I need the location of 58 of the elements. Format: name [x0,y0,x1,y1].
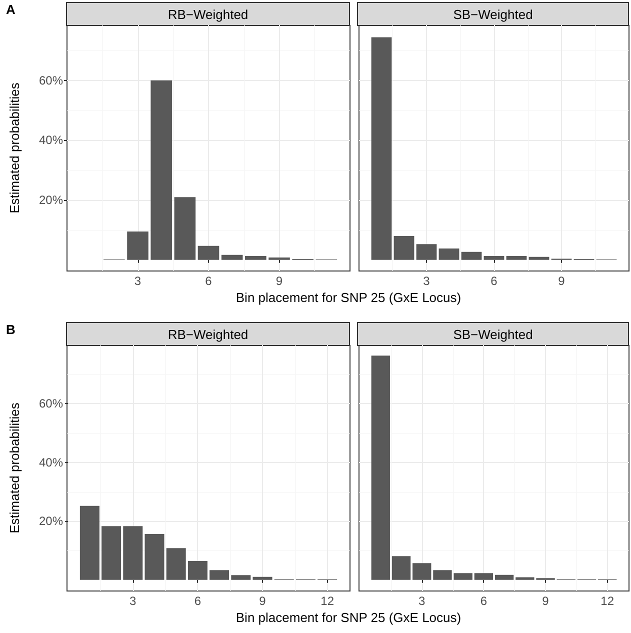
chart-title: SB−Weighted [452,327,534,342]
bar [188,561,208,580]
bar [371,356,390,580]
x-tick-label: 3 [134,274,142,288]
x-tick-label: 9 [558,274,566,288]
y-tick-label: 60% [38,396,64,411]
x-tick-label: 3 [418,594,426,608]
bar [221,254,243,260]
y-tick-label: 40% [38,455,64,470]
bar [412,563,432,580]
text: A [6,2,16,17]
bar [252,576,272,580]
x-axis-title: Bin placement for SNP 25 (GxE Locus) [234,290,462,305]
x-tick-label: 6 [490,274,498,288]
y-axis-title: Estimated probabilities [7,402,22,534]
bar [474,573,494,580]
bar [210,570,230,580]
bar [484,256,504,260]
y-tick-label: 20% [38,514,64,528]
bar [506,256,527,260]
chart-title: SB−Weighted [452,7,534,22]
bar [123,526,143,580]
chart-title: RB−Weighted [166,327,250,342]
x-tick-label: 6 [205,274,212,288]
bar [198,246,220,260]
bar [102,526,122,580]
bar [461,252,482,260]
x-tick-label: 9 [259,594,266,608]
y-tick-label: 60% [38,73,64,88]
x-tick-label: 9 [276,274,283,288]
x-tick-label: 12 [600,594,614,608]
bar [392,556,411,580]
x-axis-title: Bin placement for SNP 25 (GxE Locus) [234,610,462,625]
bar [371,37,392,260]
bar [528,256,550,260]
x-tick-label: 3 [423,274,430,288]
bar [127,231,148,260]
bar [166,548,186,580]
bar [231,575,251,580]
bar [245,256,266,260]
x-tick-label: 3 [130,594,137,608]
bar [438,248,460,260]
x-tick-label: 9 [542,594,550,608]
x-tick-label: 6 [194,594,202,608]
chart-title: RB−Weighted [166,7,250,22]
text: B [6,322,16,337]
x-tick-label: 6 [480,594,488,608]
y-tick-label: 20% [38,193,64,208]
bar [144,534,164,580]
bar [394,236,414,260]
bar [80,506,100,580]
bar [494,574,514,580]
bar [174,197,196,260]
bar [416,244,437,260]
y-tick-label: 40% [38,133,64,148]
y-axis-title: Estimated probabilities [7,82,22,214]
bar [150,80,172,260]
x-tick-label: 12 [320,594,334,608]
